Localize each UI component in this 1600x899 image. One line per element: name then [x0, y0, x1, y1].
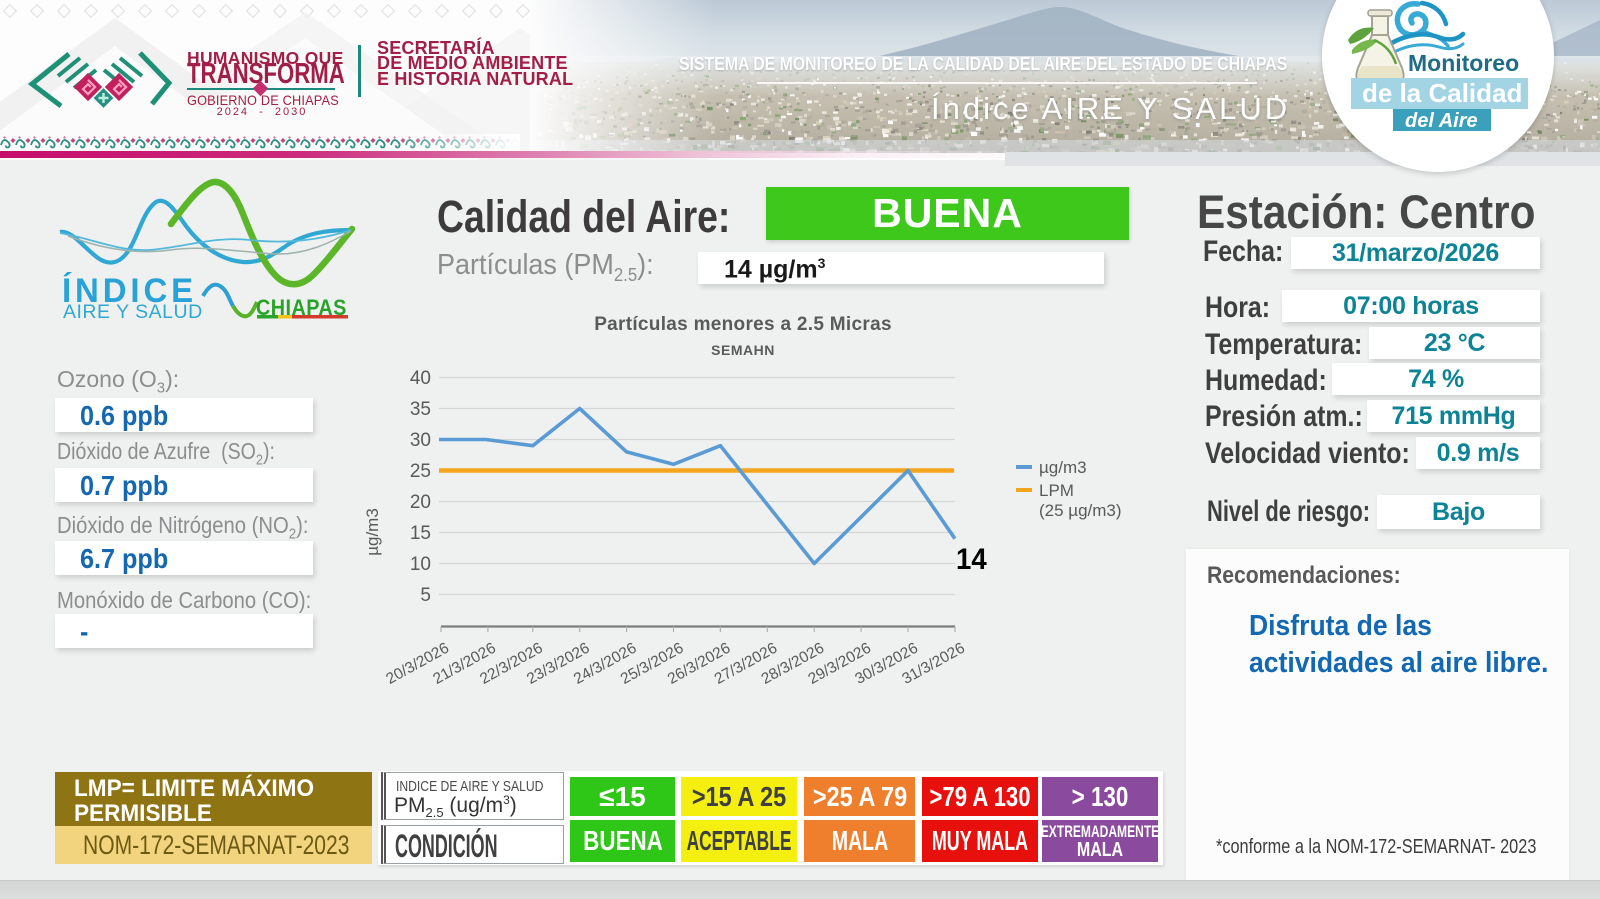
svg-text:µg/m3: µg/m3 [363, 508, 382, 556]
svg-text:30: 30 [410, 430, 431, 451]
svg-text:(25 µg/m3): (25 µg/m3) [1039, 501, 1122, 520]
svg-text:de la Calidad: de la Calidad [1362, 78, 1522, 108]
svg-text:15: 15 [410, 523, 431, 544]
svg-text:35: 35 [410, 399, 431, 420]
svg-text:10: 10 [410, 554, 431, 575]
svg-text:25: 25 [410, 461, 431, 482]
svg-text:20: 20 [410, 492, 431, 513]
svg-text:del Aire: del Aire [1405, 110, 1478, 132]
svg-text:Monitoreo: Monitoreo [1408, 50, 1519, 76]
svg-text:40: 40 [410, 368, 431, 389]
svg-text:µg/m3: µg/m3 [1039, 458, 1087, 477]
svg-text:5: 5 [420, 585, 431, 606]
svg-text:LPM: LPM [1039, 481, 1074, 500]
